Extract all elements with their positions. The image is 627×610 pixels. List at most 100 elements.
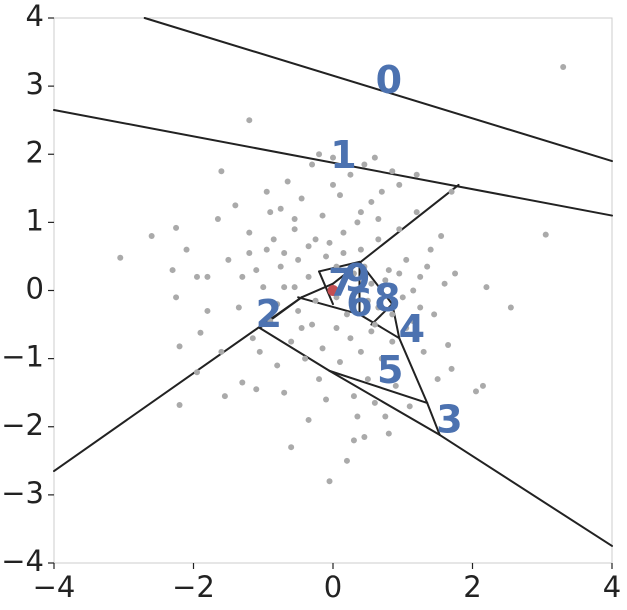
data-points [117, 64, 567, 485]
data-point [350, 437, 357, 444]
region-label: 0 [376, 58, 402, 102]
data-point [452, 270, 459, 277]
x-tick-label: 2 [463, 570, 481, 604]
data-point [340, 229, 347, 236]
data-point [319, 345, 326, 352]
x-axis-ticks: −4 −2 0 2 4 [33, 563, 621, 604]
data-point [326, 478, 333, 485]
data-point [389, 168, 396, 175]
data-point [263, 246, 270, 253]
data-point [357, 246, 364, 253]
data-point [295, 307, 302, 314]
highlight-point-layer [327, 285, 339, 296]
data-point [319, 212, 326, 219]
data-point [176, 401, 183, 408]
y-axis-ticks: −4 −3 −2 −1 0 1 2 3 4 [1, 0, 54, 578]
data-point [406, 403, 413, 410]
data-point [472, 388, 479, 395]
data-point [235, 304, 242, 311]
data-point [340, 250, 347, 257]
data-point [368, 198, 375, 205]
data-point [218, 348, 225, 355]
data-point [368, 280, 375, 287]
data-point [312, 297, 319, 304]
y-tick-label: 1 [26, 203, 44, 237]
data-point [214, 215, 221, 222]
data-point [333, 263, 340, 270]
data-point [424, 263, 431, 270]
data-point [295, 256, 302, 263]
boundary-line [328, 369, 429, 404]
data-point [312, 236, 319, 243]
y-tick-label: 3 [26, 67, 44, 101]
data-point [371, 399, 378, 406]
data-point [316, 376, 323, 383]
data-point [385, 430, 392, 437]
boundary-line [318, 270, 334, 306]
data-point [225, 256, 232, 263]
data-point [361, 161, 368, 168]
data-point [361, 433, 368, 440]
data-point [169, 267, 176, 274]
data-point [267, 318, 274, 325]
boundary-line [328, 369, 441, 436]
data-point [375, 236, 382, 243]
data-point [316, 151, 323, 158]
x-tick-label: 0 [324, 570, 342, 604]
data-point [288, 444, 295, 451]
data-point [291, 226, 298, 233]
data-point [246, 250, 253, 257]
data-point [413, 171, 420, 178]
boundary-line [438, 433, 613, 547]
data-point [542, 231, 549, 238]
data-point [284, 178, 291, 185]
boundary-line [297, 296, 361, 316]
boundary-line [53, 296, 303, 473]
data-point [239, 379, 246, 386]
region-label: 5 [377, 348, 403, 392]
data-point [371, 321, 378, 328]
data-point [263, 188, 270, 195]
data-point [204, 273, 211, 280]
data-point [267, 209, 274, 216]
region-label: 1 [330, 133, 356, 177]
boundary-line [258, 326, 331, 372]
data-point [277, 263, 284, 270]
y-tick-label: −3 [1, 476, 44, 510]
data-point [403, 324, 410, 331]
data-point [445, 342, 452, 348]
data-point [347, 335, 354, 342]
data-point [232, 202, 239, 209]
data-point [483, 284, 490, 291]
data-point [507, 304, 514, 311]
boundary-line [391, 303, 401, 340]
data-point [239, 273, 246, 280]
data-point [330, 154, 336, 161]
region-label: 7 [328, 261, 354, 305]
data-point [434, 376, 441, 383]
data-point [305, 243, 312, 250]
data-point [448, 365, 455, 372]
data-point [281, 389, 288, 396]
boundary-line [258, 296, 303, 329]
boundary-line [426, 401, 441, 436]
y-tick-label: 2 [26, 135, 44, 169]
data-point [221, 393, 228, 400]
region-label: 6 [346, 281, 372, 325]
data-point [291, 284, 298, 291]
data-point [399, 294, 406, 301]
data-point [270, 236, 277, 243]
y-tick-label: −4 [1, 544, 44, 578]
data-point [364, 297, 371, 304]
data-point [197, 329, 204, 336]
region-label: 2 [256, 292, 282, 336]
data-point [357, 209, 364, 216]
highlight-point [327, 285, 339, 296]
boundary-line [143, 17, 613, 163]
data-point [389, 311, 396, 318]
region-label: 3 [436, 397, 462, 441]
data-point [350, 393, 357, 400]
data-point [309, 161, 316, 168]
